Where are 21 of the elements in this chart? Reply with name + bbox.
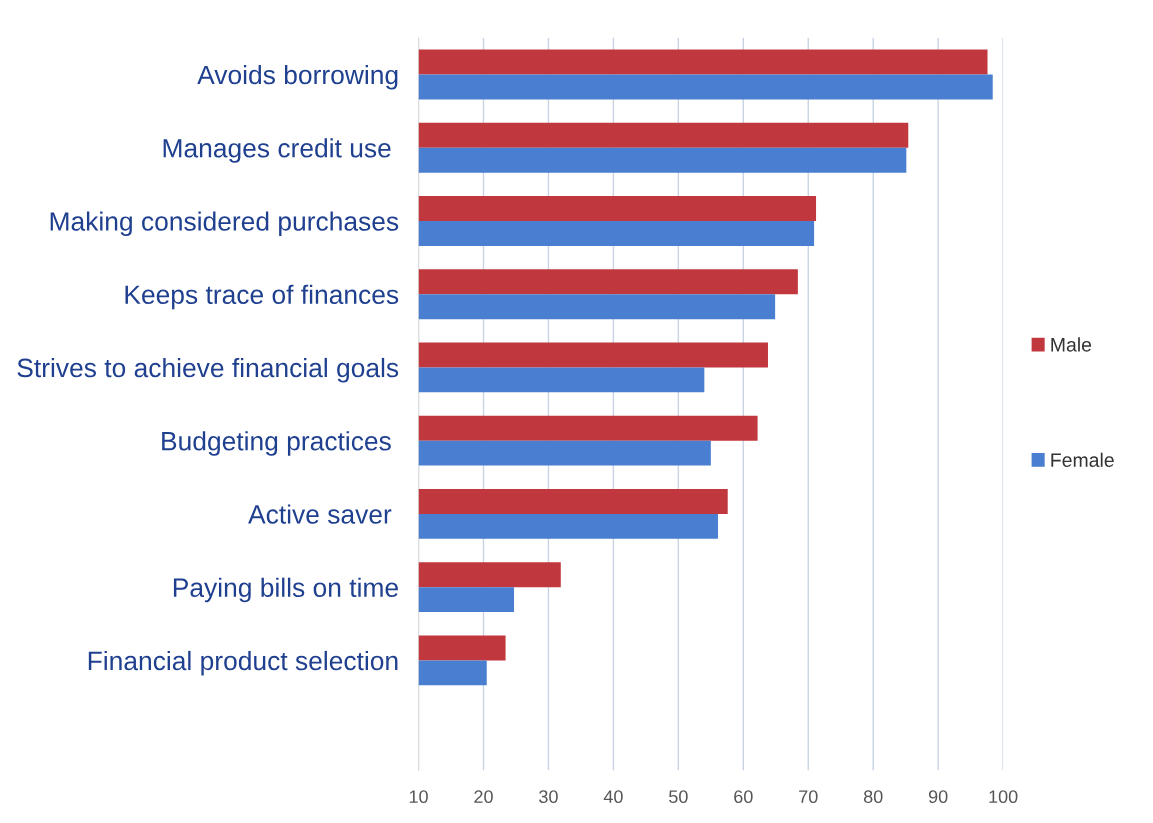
x-tick-label: 20 bbox=[474, 790, 493, 804]
y-tick-label: Manages credit use bbox=[163, 138, 391, 163]
y-tick-label: Making considered purchases bbox=[50, 211, 399, 237]
x-tick-label: 10 bbox=[409, 790, 428, 804]
legend-label: Male bbox=[1051, 337, 1092, 352]
x-tick-label: 80 bbox=[863, 790, 883, 804]
x-tick-label: 100 bbox=[989, 790, 1018, 804]
x-tick-label: 90 bbox=[928, 790, 948, 804]
x-tick-label: 60 bbox=[734, 790, 753, 804]
y-tick-label: Strives to achieve financial goals bbox=[17, 357, 399, 383]
x-tick-label: 50 bbox=[669, 790, 688, 804]
x-tick-label: 70 bbox=[799, 790, 818, 804]
y-tick-label: Paying bills on time bbox=[173, 577, 398, 603]
y-tick-label: Budgeting practices bbox=[162, 431, 391, 456]
x-tick-label: 30 bbox=[539, 790, 558, 804]
y-tick-label: Active saver bbox=[248, 504, 392, 524]
y-tick-label: Keeps trace of finances bbox=[125, 284, 399, 310]
y-tick-label: Financial product selection bbox=[88, 650, 398, 676]
x-tick-label: 40 bbox=[603, 790, 623, 804]
y-tick-label: Avoids borrowing bbox=[197, 64, 398, 90]
legend-label: Female bbox=[1051, 452, 1114, 467]
